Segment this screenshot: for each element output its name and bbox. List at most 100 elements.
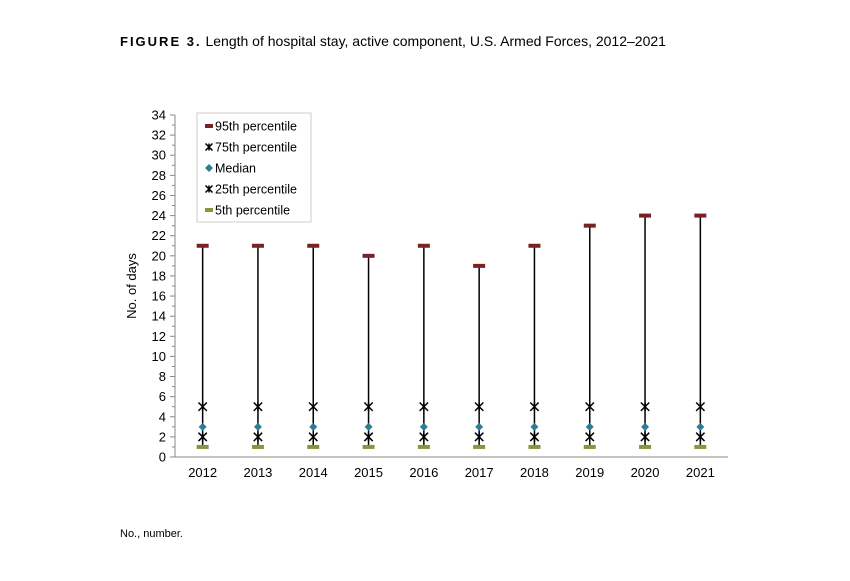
- figure-title-text: Length of hospital stay, active componen…: [205, 33, 666, 49]
- dash-marker: [528, 444, 541, 449]
- series-5th-percentile: [196, 444, 707, 449]
- dash-marker: [251, 243, 264, 248]
- dash-marker: [417, 444, 430, 449]
- x-star-marker: [529, 401, 540, 412]
- x-star-marker: [640, 432, 650, 442]
- x-star-marker: [253, 432, 263, 442]
- y-tick-label: 12: [152, 329, 166, 344]
- legend: [196, 112, 312, 223]
- diamond-marker: [364, 422, 373, 431]
- dash-marker: [583, 444, 596, 449]
- legend-label: 5th percentile: [215, 204, 290, 218]
- y-tick-label: 2: [159, 429, 166, 444]
- dash-marker: [639, 213, 652, 218]
- y-tick-label: 16: [152, 289, 166, 304]
- diamond-marker: [253, 422, 262, 431]
- diamond-marker: [198, 422, 207, 431]
- x-tick-label: 2012: [188, 465, 217, 480]
- diamond-marker: [696, 422, 705, 431]
- y-tick-label: 26: [152, 188, 166, 203]
- dash-marker: [362, 444, 375, 449]
- x-star-marker: [419, 401, 429, 412]
- x-star-marker: [308, 401, 318, 412]
- dash-marker: [205, 208, 213, 212]
- dash-marker: [694, 444, 707, 449]
- x-tick-label: 2018: [520, 465, 549, 480]
- dash-marker: [417, 243, 430, 248]
- y-tick-label: 10: [152, 349, 166, 364]
- series-75th-percentile: [197, 401, 706, 412]
- dash-marker: [251, 444, 264, 449]
- y-tick-label: 6: [159, 389, 166, 404]
- dash-marker: [473, 263, 486, 268]
- x-star-marker: [253, 401, 263, 412]
- y-tick-label: 34: [152, 108, 166, 123]
- x-tick-label: 2017: [465, 465, 494, 480]
- x-star-marker: [308, 432, 318, 442]
- diamond-marker: [309, 422, 318, 431]
- x-tick-label: 2021: [686, 465, 715, 480]
- diamond-marker: [530, 422, 539, 431]
- x-star-marker: [363, 432, 374, 442]
- y-axis-label: No. of days: [124, 253, 139, 319]
- x-tick-label: 2019: [575, 465, 604, 480]
- x-tick-label: 2016: [409, 465, 438, 480]
- x-star-marker: [204, 184, 214, 194]
- y-tick-label: 30: [152, 148, 166, 163]
- x-tick-label: 2013: [243, 465, 272, 480]
- x-star-marker: [419, 432, 429, 442]
- dash-marker: [196, 243, 209, 248]
- x-star-marker: [197, 432, 208, 442]
- y-tick-label: 14: [152, 309, 166, 324]
- figure-title: FIGURE 3. Length of hospital stay, activ…: [120, 33, 666, 49]
- x-tick-label: 2014: [299, 465, 328, 480]
- dash-marker: [307, 444, 320, 449]
- x-star-marker: [585, 401, 595, 412]
- legend-label: Median: [215, 162, 256, 176]
- x-star-marker: [363, 401, 374, 412]
- x-tick-label: 2015: [354, 465, 383, 480]
- x-star-marker: [585, 432, 595, 442]
- dash-marker: [307, 243, 320, 248]
- x-star-marker: [529, 432, 540, 442]
- legend-label: 95th percentile: [215, 120, 297, 134]
- y-tick-label: 8: [159, 369, 166, 384]
- y-tick-label: 20: [152, 248, 166, 263]
- diamond-marker: [475, 422, 484, 431]
- dash-marker: [583, 223, 596, 228]
- dash-marker: [639, 444, 652, 449]
- y-tick-label: 4: [159, 409, 166, 424]
- x-star-marker: [695, 401, 706, 412]
- x-star-marker: [640, 401, 650, 412]
- dash-marker: [473, 444, 486, 449]
- y-tick-label: 18: [152, 268, 166, 283]
- series-25th-percentile: [197, 432, 706, 442]
- dash-marker: [205, 124, 213, 128]
- x-star-marker: [474, 401, 484, 412]
- series-median: [198, 422, 705, 431]
- y-tick-label: 24: [152, 208, 166, 223]
- dash-marker: [362, 253, 375, 258]
- x-star-marker: [695, 432, 706, 442]
- diamond-marker: [585, 422, 594, 431]
- diamond-marker: [419, 422, 428, 431]
- footnote: No., number.: [120, 528, 183, 540]
- x-tick-label: 2020: [631, 465, 660, 480]
- legend-label: 25th percentile: [215, 183, 297, 197]
- y-tick-label: 28: [152, 168, 166, 183]
- x-star-marker: [474, 432, 484, 442]
- dash-marker: [694, 213, 707, 218]
- dash-marker: [196, 444, 209, 449]
- diamond-marker: [641, 422, 650, 431]
- legend-label: 75th percentile: [215, 141, 297, 155]
- figure-label: FIGURE 3.: [120, 34, 202, 49]
- dash-marker: [528, 243, 541, 248]
- y-tick-label: 22: [152, 228, 166, 243]
- y-tick-label: 0: [159, 450, 166, 465]
- x-star-marker: [204, 142, 214, 152]
- diamond-marker: [205, 164, 213, 172]
- series-95th-percentile: [196, 213, 707, 268]
- y-tick-label: 32: [152, 128, 166, 143]
- x-star-marker: [197, 401, 208, 412]
